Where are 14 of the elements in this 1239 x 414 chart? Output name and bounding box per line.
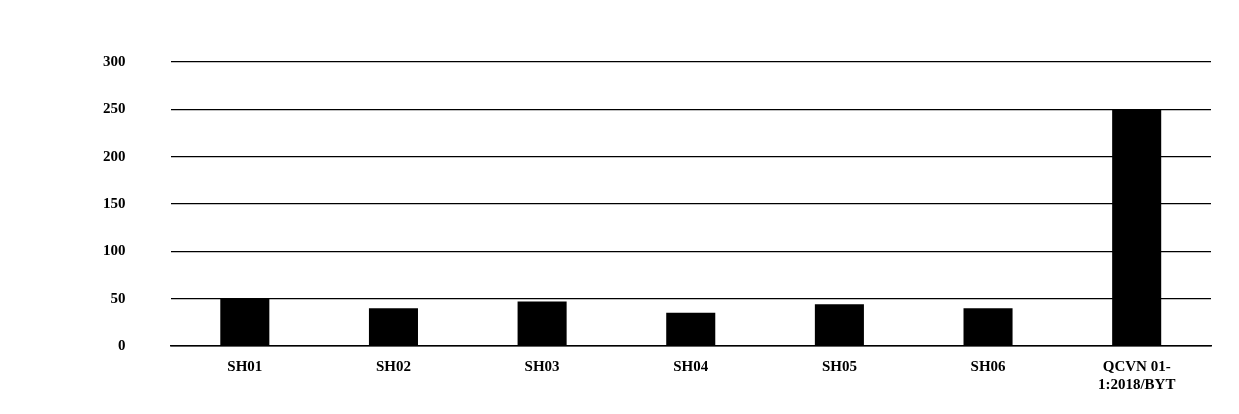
y-tick-label: 200 [103,147,126,164]
x-tick-label: SH01 [227,357,263,374]
x-tick-label: SH02 [375,357,411,374]
y-tick-label: 100 [103,242,126,259]
x-tick-label: SH06 [970,357,1007,374]
x-tick-label: SH05 [821,357,857,374]
x-tick-label: SH03 [524,357,560,374]
x-tick-label: SH04 [673,357,709,374]
y-tick-label: 250 [103,100,126,117]
y-tick-label: 50 [110,289,126,306]
y-tick-label: 0 [118,336,126,353]
y-tick-label: 150 [103,194,126,211]
y-tick-label: 300 [103,52,126,69]
x-tick-label: QCVN 01-1:2018/BYT [1097,357,1176,392]
